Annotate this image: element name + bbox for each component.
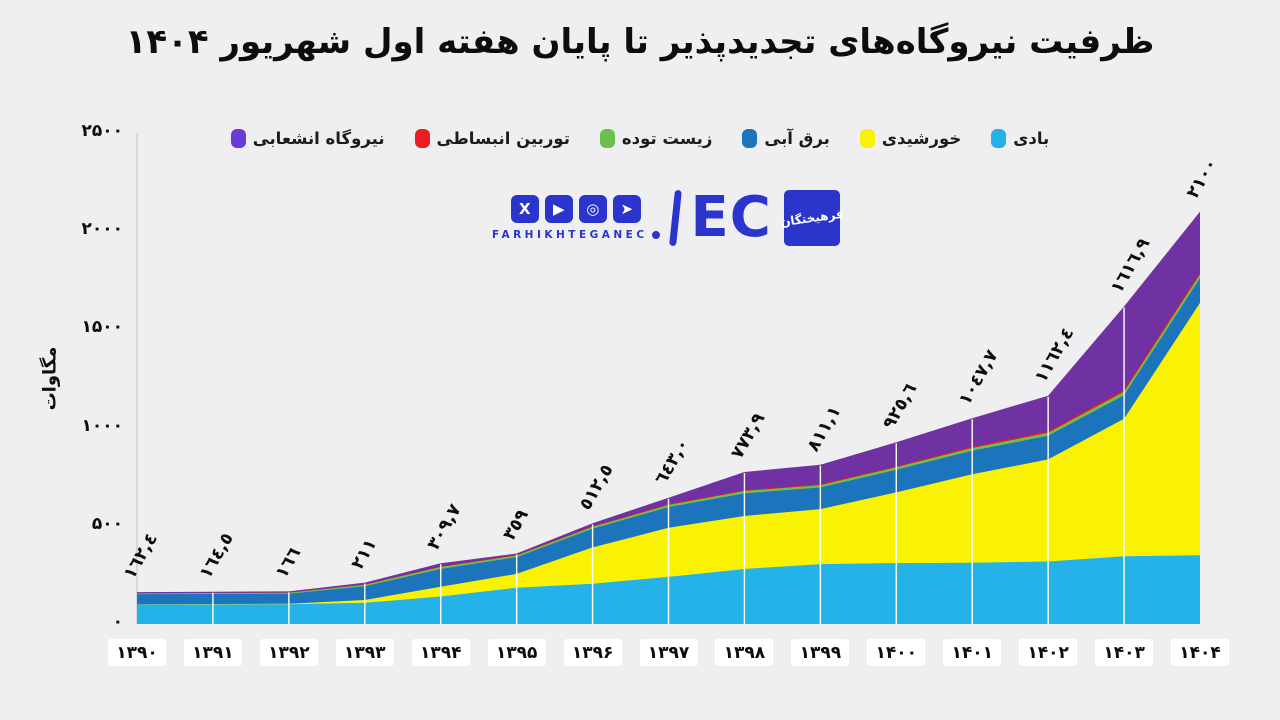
area-wind	[137, 555, 1200, 624]
total-label-1398: ٧٧٣,٩	[727, 409, 769, 462]
instagram-icon: ◎	[578, 195, 607, 223]
logo-brand-text: FARHIKHTEGANEC	[492, 229, 648, 241]
x-tick-1391: ۱۳۹۱	[183, 639, 242, 666]
x-tick-1395: ۱۳۹۵	[487, 639, 546, 666]
legend-item-solar: خورشیدی	[859, 129, 962, 148]
total-label-1403: ١٦١٦,٩	[1107, 235, 1155, 297]
legend-label-hydro: برق آبی	[764, 129, 830, 148]
total-label-1399: ٨١١,١	[803, 402, 845, 455]
legend-swatch-wind	[991, 129, 1007, 148]
legend-item-hydro: برق آبی	[742, 129, 830, 148]
total-label-1391: ١٦٤,٥	[196, 529, 238, 582]
total-label-1400: ٩٢٥,٦	[879, 380, 921, 433]
legend-label-expansion-turbine: توربین انبساطی	[436, 129, 570, 148]
y-tick-1500: ۱۵۰۰	[81, 317, 123, 338]
legend-swatch-hydro	[742, 129, 758, 148]
x-tick-1393: ۱۳۹۳	[335, 639, 394, 666]
total-label-1397: ٦٤٣,٠	[652, 435, 694, 488]
y-tick-2500: ۲۵۰۰	[81, 121, 123, 141]
logo-ec-text: EC	[690, 185, 772, 250]
total-label-1393: ٢١١	[348, 535, 381, 573]
total-label-1395: ٣٥٩	[500, 506, 534, 544]
legend-item-branch-plant: نیروگاه انشعابی	[230, 129, 385, 148]
total-label-1402: ١١٦٢,٤	[1031, 324, 1078, 386]
x-tick-1394: ۱۳۹۴	[411, 639, 470, 666]
y-tick-0: ۰	[112, 612, 123, 632]
y-tick-2000: ۲۰۰۰	[81, 219, 123, 240]
total-label-1404: ٢١٠٠	[1183, 155, 1222, 202]
x-tick-1390: ۱۳۹۰	[108, 639, 166, 666]
x-tick-1402: ۱۴۰۲	[1019, 639, 1078, 666]
total-label-1396: ٥١٢,٥	[576, 461, 618, 514]
youtube-icon: ▶	[544, 195, 573, 223]
legend-swatch-solar	[859, 129, 875, 148]
farhikhtegan-eco-logo: X ▶ ◎ ➤ FARHIKHTEGANEC EC فرهیختگان	[492, 185, 844, 250]
legend-swatch-branch-plant	[230, 129, 246, 148]
x-tick-1396: ۱۳۹۶	[563, 639, 622, 666]
y-tick-1000: ۱۰۰۰	[81, 415, 123, 436]
logo-social-block: X ▶ ◎ ➤ FARHIKHTEGANEC	[492, 195, 660, 241]
area-biomass	[137, 274, 1200, 624]
x-icon: X	[510, 195, 539, 223]
area-branch-plant	[137, 211, 1200, 624]
total-label-1392: ١٦٦	[272, 544, 306, 582]
chart-legend: بادی خورشیدی برق آبی زیست توده توربین انبساط…	[0, 129, 1280, 148]
logo-social-icons: X ▶ ◎ ➤	[510, 195, 641, 223]
x-tick-1404: ۱۴۰۴	[1171, 639, 1229, 666]
x-tick-1392: ۱۳۹۲	[259, 639, 318, 666]
area-solar	[137, 302, 1200, 624]
legend-label-branch-plant: نیروگاه انشعابی	[252, 129, 385, 148]
y-tick-500: ۵۰۰	[91, 513, 123, 534]
telegram-icon: ➤	[612, 195, 641, 223]
legend-item-biomass: زیست توده	[599, 129, 713, 148]
legend-swatch-expansion-turbine	[414, 129, 430, 148]
y-axis-title: مگاوات	[39, 346, 61, 411]
chart-title: ظرفیت نیروگاه‌های تجدیدپذیر تا پایان هفت…	[125, 22, 1155, 62]
legend-label-wind: بادی	[1013, 129, 1050, 148]
logo-farhikhtegan-square-text: فرهیختگان	[779, 206, 845, 230]
x-tick-1403: ۱۴۰۳	[1095, 639, 1154, 666]
x-tick-1398: ۱۳۹۸	[715, 639, 774, 666]
x-tick-1400: ۱۴۰۰	[867, 639, 926, 666]
logo-divider-bar	[668, 189, 682, 247]
legend-label-solar: خورشیدی	[881, 129, 962, 148]
legend-swatch-biomass	[599, 129, 615, 148]
total-label-1394: ٣٠٩,٧	[424, 501, 466, 554]
legend-item-expansion-turbine: توربین انبساطی	[414, 129, 570, 148]
logo-brand-line: FARHIKHTEGANEC	[492, 229, 660, 241]
legend-item-wind: بادی	[991, 129, 1049, 148]
x-tick-1397: ۱۳۹۷	[639, 639, 698, 666]
legend-label-biomass: زیست توده	[621, 129, 713, 148]
x-tick-1401: ۱۴۰۱	[943, 639, 1002, 666]
x-tick-1399: ۱۳۹۹	[791, 639, 850, 666]
area-hydro	[137, 278, 1200, 624]
area-expansion-turbine	[137, 272, 1200, 624]
total-label-1390: ١٦٢,٤	[120, 530, 162, 583]
logo-farhikhtegan-square: فرهیختگان	[779, 190, 844, 246]
total-label-1401: ١٠٤٧,٧	[955, 346, 1003, 408]
logo-brand-dot-icon	[651, 231, 660, 239]
